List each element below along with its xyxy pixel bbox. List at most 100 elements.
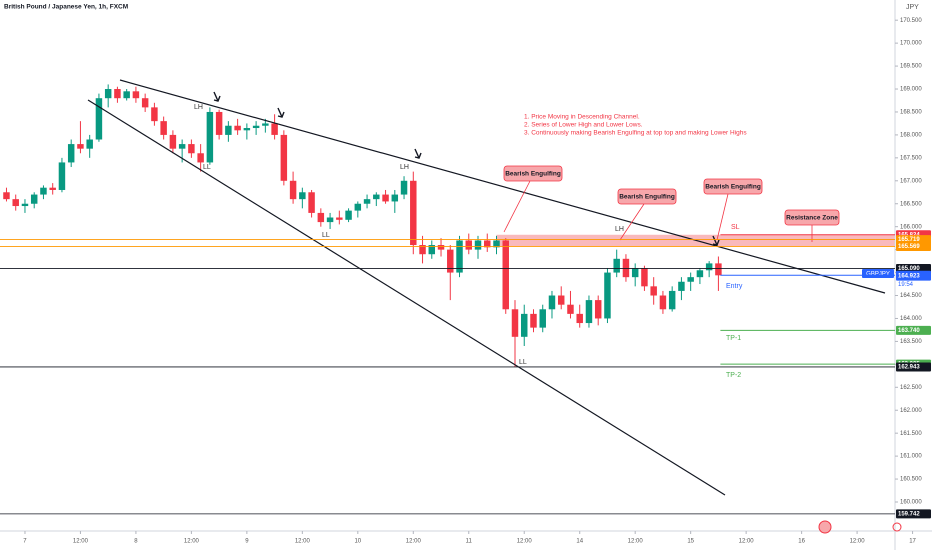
y-tick-label: 169.500 <box>900 64 922 70</box>
candle-body <box>271 123 278 135</box>
callout-box <box>503 165 563 182</box>
y-tick-label: 166.000 <box>900 224 922 230</box>
x-tick-label: 12:00 <box>628 539 644 545</box>
candle-body <box>687 277 694 282</box>
arrow <box>414 148 422 159</box>
lower-trendline <box>87 99 726 496</box>
candle-body <box>428 245 436 255</box>
price-tag: 162.943 <box>898 365 920 371</box>
candle-body <box>530 313 537 328</box>
candle-body <box>419 245 426 255</box>
x-tick-label: 16 <box>798 539 805 545</box>
candle-body <box>30 194 38 204</box>
price-tag-box <box>896 271 931 281</box>
candle-body <box>336 217 343 220</box>
callout-box <box>703 178 763 195</box>
candle-body <box>511 309 519 337</box>
price-tag-box <box>896 235 931 245</box>
candle-body <box>613 258 620 273</box>
candle-body <box>169 134 177 149</box>
callout-box <box>784 209 840 226</box>
candle-body <box>3 192 10 200</box>
candle-body <box>197 153 204 163</box>
candle-body <box>86 139 93 149</box>
y-tick-label: 170.000 <box>900 41 922 47</box>
candle-body <box>659 295 667 310</box>
callout-pointer <box>619 203 645 241</box>
y-tick-label: 164.500 <box>900 293 922 299</box>
candle-body <box>12 199 19 207</box>
x-tick-label: 12:00 <box>295 539 311 545</box>
candle-body <box>123 91 130 99</box>
price-tag: 159.742 <box>898 511 920 517</box>
candle-body <box>493 240 500 248</box>
candle-body <box>151 107 158 122</box>
note: 3. Continuously making Bearish Engulfing… <box>524 130 747 137</box>
y-tick-label: 168.000 <box>900 132 922 138</box>
candle-body <box>641 267 648 287</box>
x-tick-label: 11 <box>466 539 473 545</box>
candle-body <box>502 240 509 310</box>
candle-body <box>705 263 713 271</box>
candle-body <box>289 180 297 200</box>
y-tick-label: 166.500 <box>900 201 922 207</box>
swing-label: LH <box>194 104 203 111</box>
x-tick-label: 15 <box>687 539 694 545</box>
candle-body <box>40 187 47 195</box>
callout-pointer <box>716 193 729 241</box>
candle-body <box>521 313 528 337</box>
trade-label: TP-2 <box>726 372 741 379</box>
candle-body <box>104 89 112 99</box>
x-tick-label: 17 <box>909 539 916 545</box>
candle-body <box>234 125 241 131</box>
y-tick-label: 167.500 <box>900 155 922 161</box>
candle-body <box>280 134 288 181</box>
callout-text: Resistance Zone <box>786 215 838 222</box>
candle-body <box>465 240 473 250</box>
trade-label: Entry <box>726 283 743 290</box>
candle-body <box>206 111 214 163</box>
candle-body <box>58 162 66 190</box>
candle-body <box>391 194 399 202</box>
settings-icon[interactable] <box>892 522 902 532</box>
price-tag-box <box>896 509 931 519</box>
note: 1. Price Moving in Descending Channel. <box>524 114 640 121</box>
price-tag: 165.569 <box>898 244 920 250</box>
swing-label: LL <box>203 164 211 171</box>
y-tick-label: 167.000 <box>900 178 922 184</box>
candle-body <box>326 217 334 223</box>
x-tick-label: 7 <box>23 539 27 545</box>
price-tag-box <box>896 362 931 372</box>
y-tick-label: 162.500 <box>900 385 922 391</box>
y-tick-label: 161.500 <box>900 431 922 437</box>
swing-label: LL <box>519 359 527 366</box>
swing-label: LH <box>400 164 409 171</box>
note: 2. Series of Lower High and Lower Lows. <box>524 122 643 129</box>
callout-pointer <box>503 180 531 233</box>
price-tag: 165.719 <box>898 237 920 243</box>
arrow <box>712 235 720 246</box>
y-tick-label: 168.500 <box>900 110 922 116</box>
event-icon[interactable] <box>818 520 832 534</box>
arrow <box>213 91 221 102</box>
candle-body <box>557 295 565 305</box>
candle-body <box>363 199 371 204</box>
countdown: 19:54 <box>898 282 914 288</box>
candle-body <box>400 180 408 195</box>
x-tick-label: 12:00 <box>739 539 755 545</box>
price-tag-box <box>896 325 931 335</box>
y-axis-label: JPY <box>906 4 919 11</box>
y-tick-label: 170.500 <box>900 18 922 24</box>
chart-title: British Pound / Japanese Yen, 1h, FXCM <box>4 4 128 11</box>
callout-text: Bearish Engulfing <box>705 184 761 191</box>
candle-body <box>67 144 75 163</box>
candle-body <box>299 192 306 200</box>
x-tick-label: 12:00 <box>850 539 866 545</box>
candle-body <box>215 111 223 135</box>
price-tag: 163.740 <box>898 328 920 334</box>
candle-body <box>141 98 149 108</box>
candle-body <box>114 89 121 99</box>
y-tick-label: 162.000 <box>900 408 922 414</box>
callout-text: Bearish Engulfing <box>505 171 561 178</box>
